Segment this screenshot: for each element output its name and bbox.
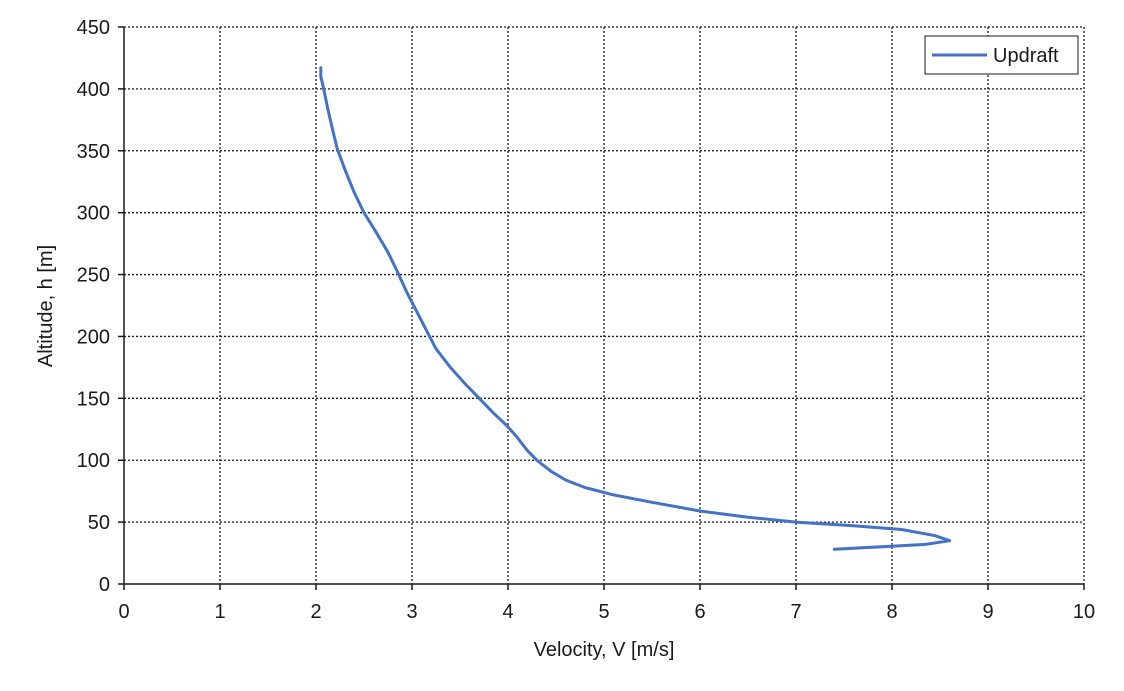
series-layer: [319, 66, 952, 551]
x-tick-label: 7: [790, 601, 801, 623]
y-tick-label: 400: [77, 79, 110, 101]
y-tick-label: 350: [77, 141, 110, 163]
x-tick-label: 6: [694, 601, 705, 623]
x-tick-label: 2: [310, 601, 321, 623]
axes: [118, 26, 1085, 590]
y-axis-tick-labels: 0 50 100 150 200 250 300 350 400 450: [77, 17, 110, 596]
x-tick-label: 10: [1073, 601, 1095, 623]
x-tick-label: 3: [406, 601, 417, 623]
x-tick-label: 8: [886, 601, 897, 623]
legend-label-updraft: Updraft: [993, 45, 1059, 67]
y-tick-label: 50: [88, 512, 110, 534]
y-axis-title: Altitude, h [m]: [35, 245, 57, 367]
x-tick-label: 4: [502, 601, 513, 623]
legend: Updraft: [924, 35, 1079, 75]
grid-lines: [124, 26, 1085, 584]
series-line-updraft: [319, 66, 952, 551]
y-tick-label: 150: [77, 388, 110, 410]
x-tick-label: 5: [598, 601, 609, 623]
y-tick-label: 300: [77, 203, 110, 225]
y-tick-label: 250: [77, 265, 110, 287]
y-tick-label: 200: [77, 326, 110, 348]
x-tick-label: 0: [118, 601, 129, 623]
y-tick-label: 0: [99, 574, 110, 596]
x-tick-label: 1: [214, 601, 225, 623]
x-axis-title: Velocity, V [m/s]: [534, 639, 675, 661]
x-tick-label: 9: [982, 601, 993, 623]
y-tick-label: 450: [77, 17, 110, 39]
y-tick-label: 100: [77, 450, 110, 472]
x-axis-tick-labels: 0 1 2 3 4 5 6 7 8 9 10: [118, 601, 1095, 623]
